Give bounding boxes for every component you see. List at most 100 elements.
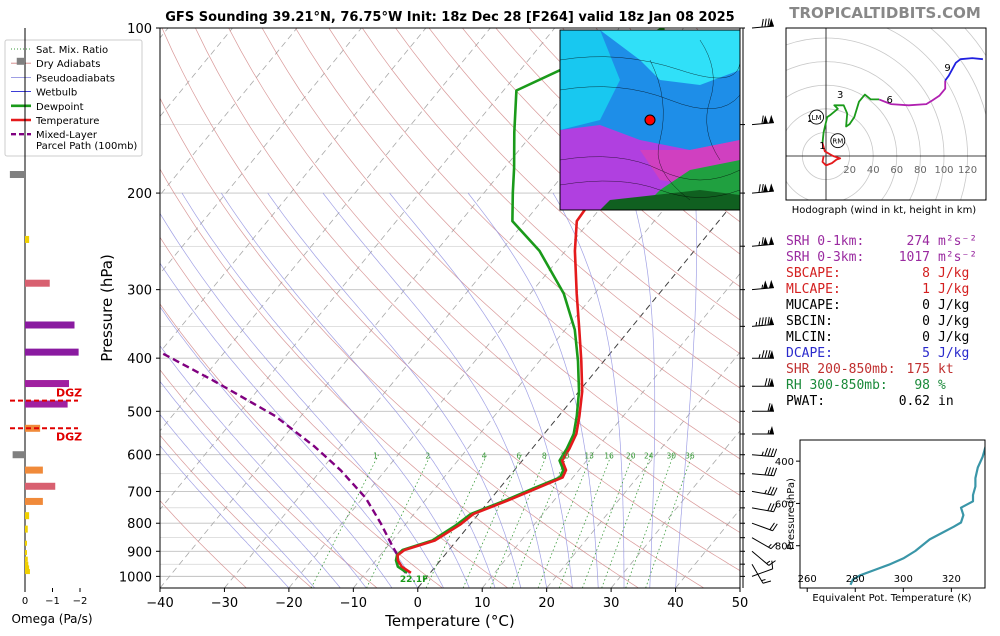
stat-label: SHR 200-850mb: [786,362,896,377]
omega-bar [25,380,69,388]
omega-bar [25,540,27,546]
legend-label: Wetbulb [36,88,77,99]
dry-adiabat [160,97,639,588]
barb-staff [751,287,774,291]
brand-watermark: TROPICALTIDBITS.COM [789,4,981,22]
mixing-ratio-line [366,454,432,588]
barb-flag [764,18,767,27]
barb-flag [764,317,767,326]
mixing-ratio-line [601,454,652,588]
hodograph-height-label: 6 [887,95,893,106]
isotherm [546,351,740,588]
barb-flag [761,18,764,28]
barb-staff [751,243,774,247]
y-tick-label: 1000 [119,570,152,585]
y-axis-label: Pressure (hPa) [98,254,116,362]
barb-pennant [769,426,774,434]
mixing-ratio-label: 30 [666,452,676,461]
hodograph-height-label: 3 [837,90,843,101]
chart-title: GFS Sounding 39.21°N, 76.75°W Init: 18z … [165,10,734,25]
barb-flag [770,467,775,476]
barb-pennant [769,403,774,412]
omega-bar [9,171,25,179]
barb-pennant [768,183,774,192]
barb-half-flag [758,354,761,359]
hodograph-height-label: 1 [819,141,825,152]
hodograph-ring-label: 20 [843,165,856,176]
barb-flag [761,237,764,246]
wind-barb [751,550,776,566]
omega-bar [25,565,30,571]
theta-x-axis-label: Equivalent Pot. Temperature (K) [812,593,971,604]
omega-bar [25,466,43,474]
barb-flag [767,448,772,457]
barb-staff [751,25,774,29]
stat-unit: m²s⁻² [938,234,977,249]
stat-label: MLCAPE: [786,282,841,297]
barb-half-flag [758,241,761,246]
barb-half-flag [766,560,771,564]
theta-x-tick-label: 260 [798,574,817,585]
barb-half-flag [767,429,770,435]
pseudoadiabat [160,445,290,588]
isotherm [160,28,427,353]
wind-barb [751,316,774,327]
x-tick-label: −30 [211,596,238,611]
mixing-ratio-label: 1 [373,452,378,461]
barb-pennant [769,350,774,359]
barb-pennant [762,237,768,246]
barb-half-flag [768,543,772,548]
x-tick-label: 10 [474,596,491,611]
barb-flag [764,378,768,387]
barb-staff [751,522,773,532]
omega-panel: DGZ DGZ 0 −1 −2 Omega (Pa/s) [9,28,93,626]
dry-adiabat [195,28,740,572]
stat-value: 274 [907,234,931,249]
mixing-ratio-line [425,454,488,588]
wind-barb [751,537,778,550]
mixing-ratio-label: 2 [425,452,430,461]
mixing-ratio-line [489,454,548,588]
theta-x-tick-label: 320 [942,574,961,585]
stat-unit: kt [938,362,954,377]
mixing-ratio-label: 36 [685,452,695,461]
stat-unit: J/kg [938,266,969,281]
dgz-label: DGZ [56,430,82,443]
wind-barb [751,563,772,584]
omega-bar [25,550,27,556]
hodograph-ring-label: 40 [867,165,880,176]
barb-staff [751,537,772,550]
isotherm [417,194,740,588]
omega-bar [25,321,75,329]
x-tick-label: −20 [275,596,302,611]
barb-flag [761,184,764,193]
isotherm [610,430,740,588]
wind-barb [751,18,774,29]
omega-bar [25,569,30,575]
wind-barb [751,279,774,291]
dry-adiabat [160,434,313,588]
theta-x-tick-label: 280 [846,574,865,585]
wind-barb [751,447,778,458]
wind-barb [751,236,774,247]
x-tick-label: −10 [340,596,367,611]
location-marker [644,114,656,126]
omega-bar [25,525,28,533]
omega-tick-label: −2 [73,596,88,607]
barb-staff [751,490,774,496]
stat-value: 98 [914,378,930,393]
stat-label: SBCAPE: [786,266,841,281]
dry-adiabat [462,28,740,288]
omega-bar [25,482,56,490]
omega-axis-label: Omega (Pa/s) [11,612,92,626]
hodograph-segment [944,57,983,82]
x-axis-label: Temperature (°C) [384,612,514,630]
legend-label: Dry Adiabats [36,59,100,70]
barb-half-flag [764,489,767,494]
wind-barbs [740,18,778,588]
dry-adiabat [160,369,378,588]
y-tick-label: 300 [127,284,152,299]
hodograph-height-label: 9 [944,63,950,74]
stat-unit: % [938,378,946,393]
pseudoadiabat [630,193,656,588]
